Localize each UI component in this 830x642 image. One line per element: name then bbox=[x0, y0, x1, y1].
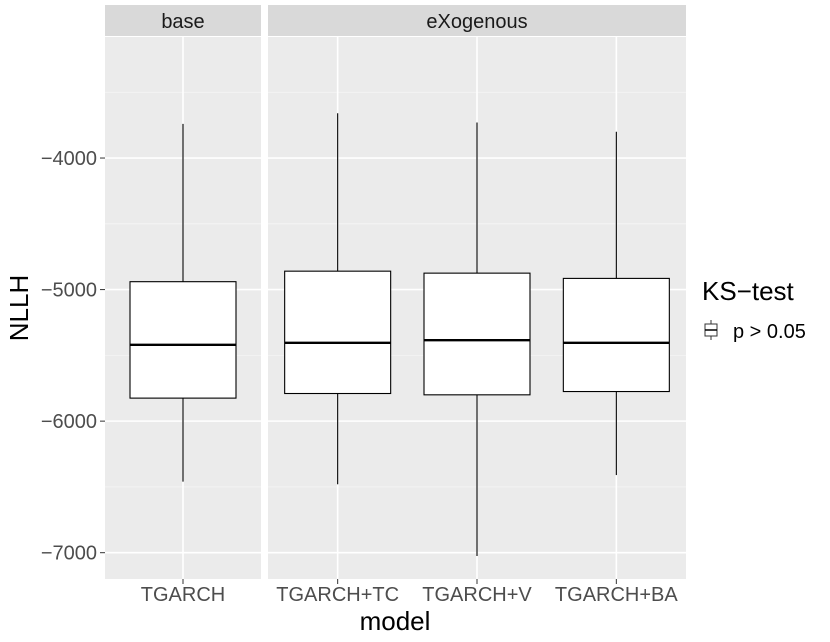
panel-base-strip bbox=[105, 5, 261, 36]
panel-exogenous: eXogenous bbox=[268, 5, 686, 579]
x-axis-title: model bbox=[360, 606, 431, 636]
legend-key-boxplot-icon bbox=[704, 320, 718, 340]
panel-exogenous-boxes bbox=[284, 113, 670, 556]
box-iqr bbox=[284, 270, 392, 395]
x-tick-label: TGARCH bbox=[141, 584, 225, 606]
x-tick-label: TGARCH+V bbox=[422, 584, 532, 606]
legend-entry-label: p > 0.05 bbox=[733, 321, 806, 343]
x-tick-label: TGARCH+BA bbox=[555, 584, 678, 606]
panel-base-strip-label: base bbox=[161, 11, 204, 33]
y-tick-label: −6000 bbox=[41, 411, 97, 433]
panel-exogenous-strip-label: eXogenous bbox=[426, 11, 527, 33]
x-axis: TGARCH TGARCH+TC TGARCH+V TGARCH+BA bbox=[141, 579, 678, 606]
legend: KS−test p > 0.05 bbox=[702, 276, 806, 343]
y-axis: −7000 −6000 −5000 −4000 bbox=[41, 148, 105, 565]
box-iqr bbox=[562, 277, 670, 393]
panel-base: base bbox=[105, 5, 261, 579]
box-iqr bbox=[423, 272, 531, 396]
box-tgarch bbox=[129, 123, 237, 482]
box-tgarch-tc bbox=[284, 113, 392, 485]
box-iqr bbox=[129, 281, 237, 399]
x-tick-label: TGARCH+TC bbox=[276, 584, 399, 606]
legend-title: KS−test bbox=[702, 276, 795, 306]
y-tick-label: −7000 bbox=[41, 543, 97, 565]
box-tgarch-v bbox=[423, 122, 531, 556]
box-tgarch-ba bbox=[562, 131, 670, 476]
y-tick-label: −5000 bbox=[41, 280, 97, 302]
y-tick-label: −4000 bbox=[41, 148, 97, 170]
panel-exogenous-strip bbox=[268, 5, 686, 36]
y-axis-title: NLLH bbox=[4, 275, 34, 341]
panel-base-boxes bbox=[129, 123, 237, 482]
